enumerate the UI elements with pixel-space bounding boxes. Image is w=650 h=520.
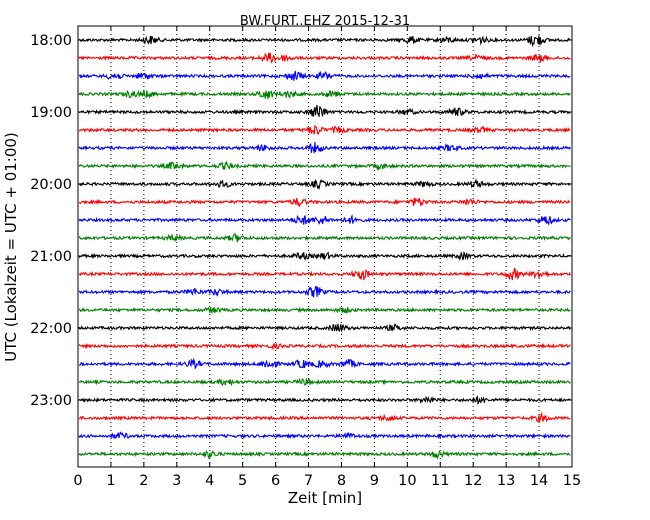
x-tick-label: 2 [139, 473, 148, 489]
seismic-trace [79, 104, 571, 118]
grid-lines [110, 26, 540, 467]
seismic-trace [78, 377, 571, 387]
seismic-trace [78, 213, 571, 226]
seismic-trace [78, 431, 571, 440]
x-tick-group: 0 1 2 3 4 5 6 7 8 9 10 11 12 13 14 15 [73, 26, 581, 489]
y-tick-label: 22:00 [30, 321, 72, 337]
y-tick-label: 23:00 [30, 393, 72, 409]
x-tick-label: 7 [304, 473, 313, 489]
seismic-trace [78, 178, 571, 191]
seismic-trace [78, 160, 571, 172]
plot-frame [77, 25, 573, 468]
x-tick-label: 3 [172, 473, 181, 489]
x-tick-label: 10 [398, 473, 416, 489]
seismic-trace [78, 35, 571, 48]
trace-group [78, 35, 571, 460]
seismic-trace [78, 411, 571, 423]
seismic-trace [78, 357, 571, 370]
seismic-trace [78, 342, 571, 351]
x-tick-label: 13 [497, 473, 515, 489]
x-tick-label: 15 [563, 473, 581, 489]
x-tick-label: 14 [530, 473, 548, 489]
x-tick-label: 1 [106, 473, 115, 489]
seismic-trace [78, 267, 571, 281]
seismic-trace [78, 197, 571, 208]
seismic-trace [78, 233, 571, 243]
seismic-trace [78, 89, 571, 100]
x-tick-label: 12 [464, 473, 482, 489]
x-tick-label: 11 [431, 473, 449, 489]
x-tick-label: 8 [337, 473, 346, 489]
seismic-trace [79, 70, 571, 81]
seismic-trace [78, 449, 571, 460]
x-tick-label: 9 [370, 473, 379, 489]
seismic-trace [78, 142, 571, 154]
x-tick-label: 0 [73, 473, 82, 489]
x-axis-label: Zeit [min] [288, 489, 362, 507]
seismic-trace [78, 52, 571, 64]
x-tick-label: 6 [271, 473, 280, 489]
seismic-trace [78, 250, 571, 262]
seismic-trace [78, 306, 571, 315]
seismic-trace [78, 323, 571, 332]
y-tick-label: 18:00 [30, 33, 72, 49]
y-tick-group: 18:00 19:00 20:00 21:00 22:00 23:00 [30, 33, 572, 409]
x-tick-label: 5 [238, 473, 247, 489]
y-tick-label: 21:00 [30, 249, 72, 265]
y-axis-label: UTC (Lokalzeit = UTC + 01:00) [2, 132, 20, 362]
x-tick-label: 4 [205, 473, 214, 489]
chart-title: BW.FURT..EHZ 2015-12-31 [240, 14, 410, 29]
seismic-trace [78, 285, 571, 298]
seismic-trace [78, 395, 571, 406]
seismic-trace [78, 124, 571, 135]
y-tick-label: 20:00 [30, 177, 72, 193]
y-tick-label: 19:00 [30, 105, 72, 121]
